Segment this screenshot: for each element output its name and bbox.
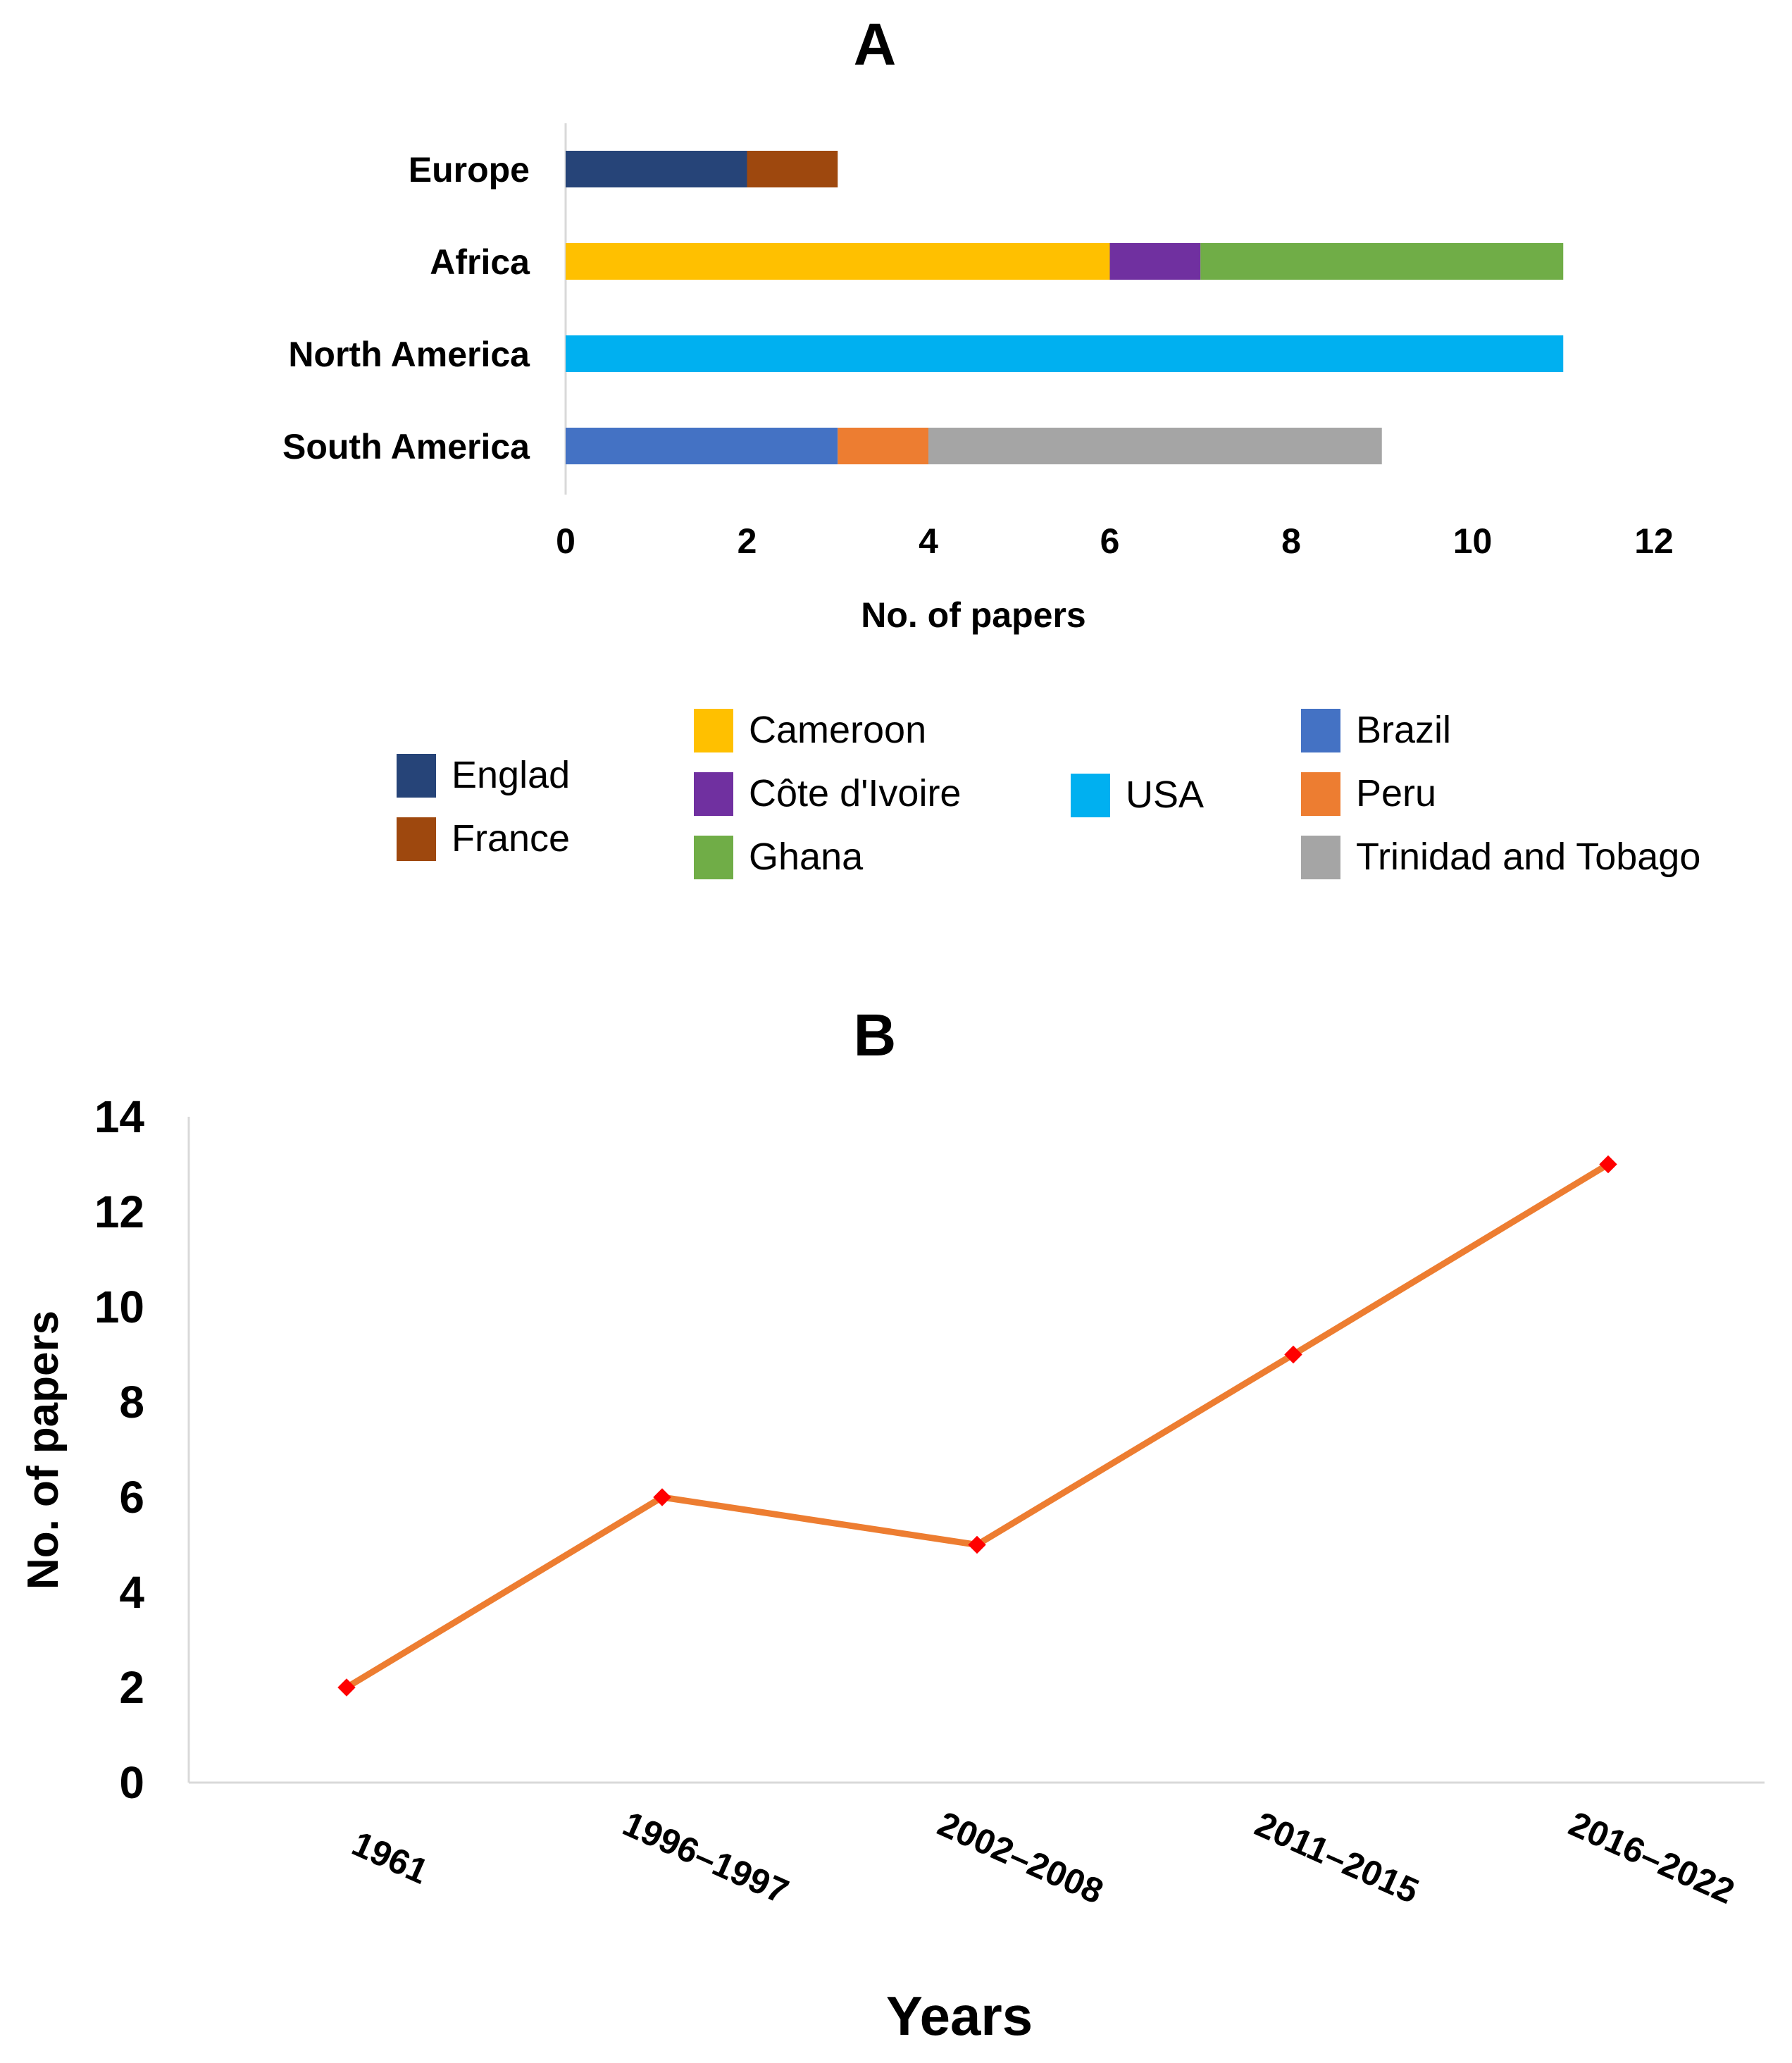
x-tick-label: 2011–2015 [1249, 1804, 1424, 1912]
panel-b-x-axis-title: Years [886, 1985, 1033, 2047]
bar-africa-cameroon [566, 243, 1110, 280]
bar-africa-cote-d-ivoire [1109, 243, 1201, 280]
bar-south-america-trinidad-and-tobago [928, 428, 1382, 464]
bar-europe-france [747, 151, 838, 187]
bar-north-america-usa [566, 335, 1564, 372]
y-tick-label: 2 [119, 1662, 144, 1713]
legend-label-trinidad-and-tobago: Trinidad and Tobago [1356, 836, 1700, 878]
x-tick-label: 2 [738, 521, 757, 561]
legend-item-cote-d-ivoire: Côte d'Ivoire [694, 772, 961, 816]
y-tick-label: 12 [94, 1187, 144, 1237]
legend-swatch-cote-d-ivoire [694, 772, 733, 816]
legend-item-brazil: Brazil [1301, 709, 1451, 752]
category-label-north-america: North America [288, 335, 530, 374]
y-tick-label: 8 [119, 1377, 144, 1427]
x-tick-label: 2002–2008 [932, 1804, 1109, 1912]
category-label-south-america: South America [282, 427, 530, 466]
legend-label-brazil: Brazil [1356, 709, 1451, 751]
legend-item-englad: Englad [397, 754, 570, 798]
legend-swatch-peru [1301, 772, 1340, 816]
legend-label-cameroon: Cameroon [749, 709, 926, 751]
y-tick-label: 10 [94, 1282, 144, 1332]
panel-a-label: A [854, 11, 897, 78]
legend-item-usa: USA [1071, 774, 1204, 817]
bar-south-america-peru [838, 428, 928, 464]
legend-swatch-englad [397, 754, 436, 798]
y-tick-label: 14 [94, 1091, 145, 1142]
legend-item-ghana: Ghana [694, 836, 864, 879]
legend-swatch-usa [1071, 774, 1110, 817]
x-tick-label: 2016–2022 [1563, 1804, 1740, 1912]
legend-label-usa: USA [1126, 774, 1204, 816]
panel-a-bar-chart: A Europe Africa North America South America… [282, 11, 1700, 879]
legend-item-france: France [397, 817, 570, 861]
legend-item-peru: Peru [1301, 772, 1436, 816]
legend-label-peru: Peru [1356, 772, 1436, 814]
category-label-africa: Africa [430, 242, 530, 282]
x-tick-label: 12 [1634, 521, 1674, 561]
category-label-europe: Europe [409, 150, 530, 190]
legend-swatch-cameroon [694, 709, 733, 752]
panel-b-label: B [854, 1002, 897, 1068]
x-tick-label: 8 [1281, 521, 1301, 561]
x-tick-label: 0 [556, 521, 575, 561]
legend-item-cameroon: Cameroon [694, 709, 926, 752]
bar-south-america-brazil [566, 428, 838, 464]
series-line-papers [344, 1161, 1610, 1690]
y-tick-label: 6 [119, 1472, 144, 1523]
legend-label-cote-d-ivoire: Côte d'Ivoire [749, 772, 961, 814]
x-tick-label: 4 [919, 521, 938, 561]
x-tick-label: 6 [1100, 521, 1120, 561]
y-tick-label: 0 [119, 1757, 144, 1808]
legend-label-ghana: Ghana [749, 836, 864, 878]
x-tick-label: 1996–1997 [617, 1804, 794, 1912]
panel-a-legend: Englad France Cameroon Côte d'Ivoire Ghana US… [397, 709, 1700, 879]
legend-label-englad: Englad [452, 754, 570, 796]
panel-b-y-axis-title: No. of papers [19, 1311, 68, 1590]
panel-b-line-chart: B 0 2 4 6 8 10 12 14 1961 1996–1997 2002–2008 2011… [19, 1002, 1765, 2047]
legend-label-france: France [452, 817, 570, 860]
y-tick-label: 4 [119, 1567, 144, 1618]
x-tick-label: 10 [1453, 521, 1493, 561]
bar-africa-ghana [1200, 243, 1564, 280]
panel-a-x-axis-title: No. of papers [861, 595, 1085, 635]
x-tick-label: 1961 [347, 1823, 434, 1891]
legend-swatch-brazil [1301, 709, 1340, 752]
legend-swatch-trinidad-and-tobago [1301, 836, 1340, 879]
legend-swatch-ghana [694, 836, 733, 879]
bar-europe-englad [566, 151, 747, 187]
legend-swatch-france [397, 817, 436, 861]
legend-item-trinidad-and-tobago: Trinidad and Tobago [1301, 836, 1700, 879]
